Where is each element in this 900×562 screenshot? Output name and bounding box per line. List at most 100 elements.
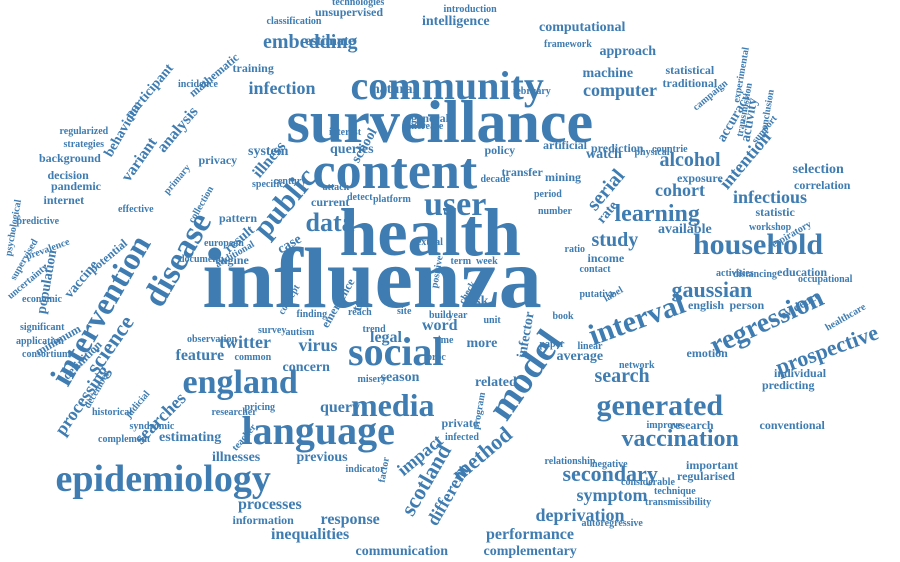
word: autoregressive bbox=[581, 518, 643, 529]
word: analysis bbox=[153, 103, 202, 156]
word: pattern bbox=[219, 211, 257, 225]
word: queries bbox=[330, 142, 374, 157]
word: build bbox=[429, 310, 452, 321]
word: unit bbox=[483, 315, 501, 326]
word: textual bbox=[413, 237, 443, 248]
word: infectious bbox=[733, 187, 807, 207]
word: computational bbox=[539, 20, 626, 35]
word: historical bbox=[92, 407, 132, 418]
word: time bbox=[434, 335, 454, 346]
word: inequalities bbox=[271, 526, 350, 543]
word: query bbox=[320, 399, 360, 416]
word: predicting bbox=[762, 378, 815, 392]
word: training bbox=[232, 61, 274, 75]
word: occupational bbox=[798, 274, 853, 285]
word: significant bbox=[20, 322, 65, 333]
word: background bbox=[39, 151, 101, 165]
word: communication bbox=[355, 544, 449, 559]
word: mathematic bbox=[186, 50, 242, 100]
word: statistical bbox=[665, 63, 715, 77]
word: book bbox=[552, 311, 574, 322]
word: decision bbox=[47, 168, 89, 182]
word: february bbox=[513, 86, 551, 97]
word: interest bbox=[329, 127, 362, 138]
word: virus bbox=[298, 335, 338, 355]
word: internet bbox=[43, 193, 85, 207]
word: misery bbox=[357, 374, 387, 385]
word: research bbox=[670, 418, 714, 432]
word: household bbox=[693, 228, 824, 261]
word: word bbox=[422, 317, 458, 334]
word: prediction bbox=[591, 141, 644, 155]
word: trend bbox=[362, 324, 386, 335]
word: factor bbox=[376, 456, 392, 484]
word: syndromic bbox=[129, 421, 175, 432]
word: incidence bbox=[178, 79, 218, 90]
word: common bbox=[234, 352, 272, 363]
word: social bbox=[348, 329, 444, 374]
word: paper bbox=[539, 339, 565, 350]
word: system bbox=[248, 144, 289, 159]
word: response bbox=[320, 511, 380, 528]
word: information bbox=[232, 513, 294, 527]
word: average bbox=[556, 349, 604, 364]
word: estimating bbox=[159, 430, 222, 445]
word: user bbox=[424, 186, 487, 223]
word: search bbox=[594, 365, 650, 387]
word: distancing bbox=[733, 269, 777, 280]
word: watch bbox=[586, 147, 622, 162]
word: researcher bbox=[211, 407, 257, 418]
word: considerable bbox=[621, 477, 675, 488]
word: classification bbox=[266, 16, 322, 27]
word: regularized bbox=[59, 126, 109, 137]
word: correlation bbox=[794, 178, 851, 192]
word: education bbox=[777, 265, 828, 279]
word: concern bbox=[282, 360, 330, 375]
word: performance bbox=[486, 526, 574, 543]
word: economic bbox=[22, 294, 62, 305]
word: pandemic bbox=[51, 179, 102, 193]
word: century bbox=[273, 176, 307, 187]
word: autism bbox=[285, 327, 315, 338]
word: alcohol bbox=[659, 149, 721, 171]
word: observation bbox=[187, 334, 237, 345]
word: gaussian bbox=[671, 277, 753, 302]
word: english bbox=[688, 298, 725, 312]
word: site bbox=[397, 306, 412, 317]
word: negative bbox=[592, 459, 628, 470]
word: attack bbox=[322, 182, 350, 193]
word: emotion bbox=[686, 346, 728, 360]
word: income bbox=[587, 251, 625, 265]
word: transfer bbox=[501, 165, 543, 179]
word: decade bbox=[480, 174, 510, 185]
word: network bbox=[619, 360, 655, 371]
word: media bbox=[351, 387, 435, 423]
word: more bbox=[466, 336, 498, 351]
word: unsupervised bbox=[315, 5, 384, 19]
word: related bbox=[475, 375, 517, 390]
word: indicator bbox=[345, 464, 385, 475]
word: participant bbox=[122, 61, 177, 123]
word: artificial bbox=[543, 138, 587, 152]
word: selection bbox=[792, 162, 844, 177]
word: current bbox=[311, 195, 350, 209]
word: legal bbox=[370, 329, 402, 346]
word: natural bbox=[372, 82, 417, 97]
word: traditional bbox=[662, 76, 718, 90]
word: detect bbox=[347, 192, 373, 203]
word: engine bbox=[215, 253, 249, 267]
word: private bbox=[441, 416, 479, 430]
word: activities bbox=[716, 268, 754, 279]
word: approach bbox=[599, 44, 657, 59]
word: england bbox=[182, 364, 298, 401]
word: infection bbox=[248, 78, 316, 98]
word: period bbox=[534, 189, 562, 200]
word: contact bbox=[579, 264, 611, 275]
word: twitter bbox=[219, 332, 271, 352]
word: complement bbox=[98, 434, 151, 445]
word: psychological bbox=[3, 198, 25, 258]
word: symptom bbox=[576, 485, 648, 505]
word: computer bbox=[583, 80, 657, 100]
word: consortium bbox=[22, 349, 71, 360]
